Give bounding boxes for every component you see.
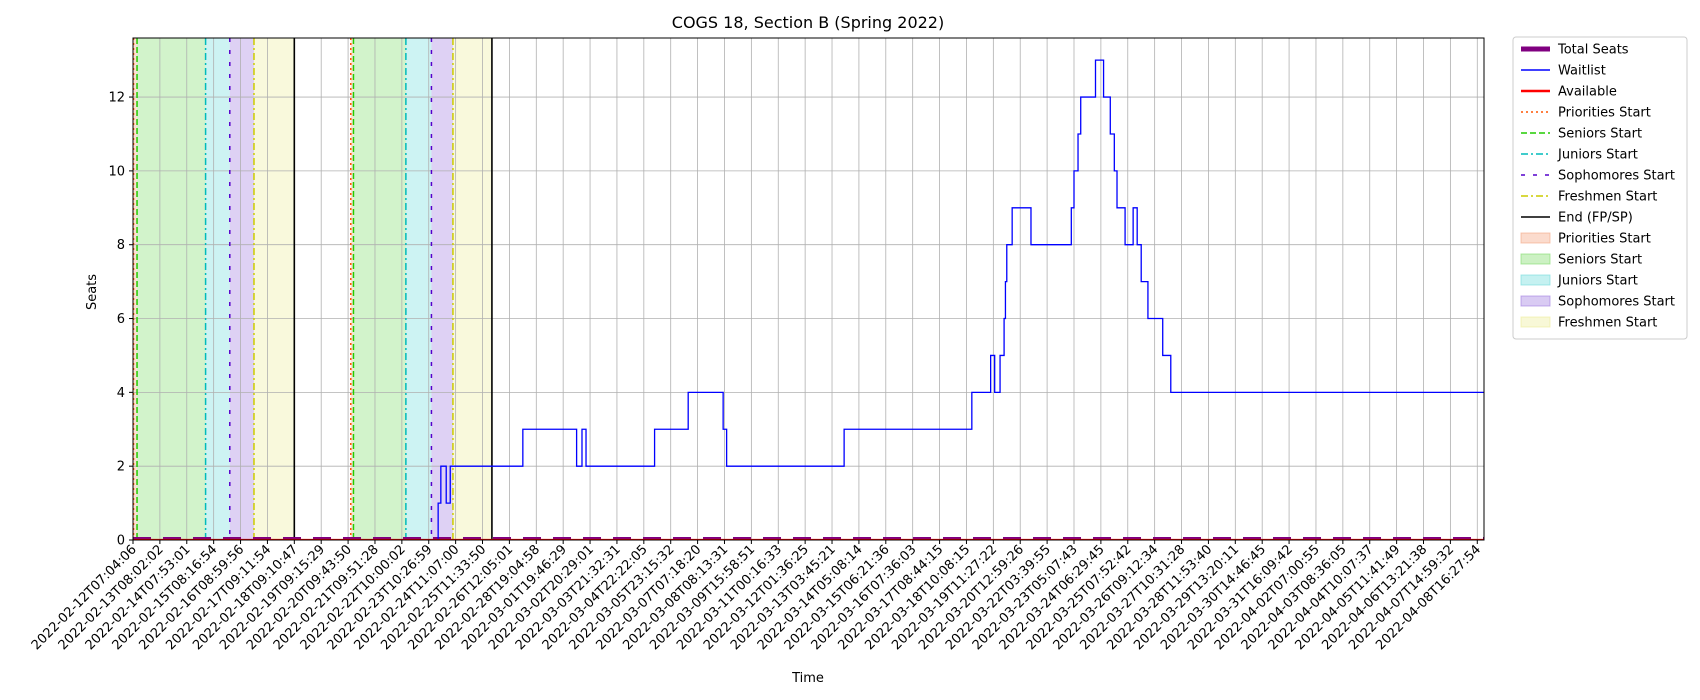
legend-item: End (FP/SP) [1521,211,1633,226]
shaded-region-0-0 [133,38,138,540]
legend-label: Sophomores Start [1558,169,1675,184]
legend-label: Available [1558,85,1617,100]
legend-label: Priorities Start [1558,232,1651,247]
plot-area: 0246810122022-02-12T07:04:062022-02-13T0… [29,37,1485,653]
legend-label: Freshmen Start [1558,190,1657,205]
series-group [133,59,1484,540]
y-tick-label: 12 [108,91,125,106]
legend-label: Waitlist [1558,64,1606,79]
legend-item: Total Seats [1521,43,1629,58]
shaded-region-0-1 [350,38,354,540]
shaded-region-1-0 [137,38,206,540]
legend: Total Seats Waitlist Available Priorities S… [1512,36,1688,340]
legend-item: Juniors Start [1520,274,1638,289]
legend-label: Seniors Start [1558,127,1642,142]
shaded-region-3-0 [229,38,254,540]
legend-label: Juniors Start [1557,274,1638,289]
y-tick-label: 10 [108,164,125,179]
legend-swatch [1520,274,1551,286]
legend-item: Sophomores Start [1520,295,1675,310]
shaded-region-4-0 [253,38,295,540]
series-line-1 [133,59,1484,540]
shaded-region-1-1 [353,38,406,540]
shaded-region-3-1 [431,38,453,540]
legend-label: Priorities Start [1558,106,1651,121]
chart-title: COGS 18, Section B (Spring 2022) [672,13,944,32]
legend-label: Sophomores Start [1558,295,1675,310]
x-axis-label: Time [791,671,824,686]
legend-item: Priorities Start [1521,106,1651,121]
legend-item: Sophomores Start [1521,169,1675,184]
legend-item: Priorities Start [1520,232,1651,247]
legend-item: Seniors Start [1520,253,1642,268]
legend-label: Freshmen Start [1558,316,1657,331]
y-tick-label: 4 [117,386,125,401]
legend-item: Seniors Start [1521,127,1642,142]
legend-label: End (FP/SP) [1558,211,1633,226]
shaded-region-4-1 [452,38,492,540]
legend-label: Juniors Start [1557,148,1638,163]
legend-swatch [1520,316,1551,328]
legend-box [1512,36,1688,340]
legend-swatch [1520,295,1551,307]
legend-item: Juniors Start [1521,148,1638,163]
legend-label: Seniors Start [1558,253,1642,268]
legend-swatch [1520,253,1551,265]
legend-item: Waitlist [1521,64,1606,79]
y-tick-label: 6 [117,312,125,327]
y-tick-label: 0 [117,534,125,549]
legend-item: Freshmen Start [1520,316,1657,331]
legend-label: Total Seats [1557,43,1629,58]
legend-item: Available [1521,85,1617,100]
y-tick-label: 2 [117,460,125,475]
legend-swatch [1520,232,1551,244]
axes-frame [132,37,1485,541]
shaded-region-2-1 [405,38,432,540]
y-tick-label: 8 [117,238,125,253]
legend-item: Freshmen Start [1521,190,1657,205]
y-axis-label: Seats [85,274,100,310]
shaded-region-2-0 [205,38,230,540]
